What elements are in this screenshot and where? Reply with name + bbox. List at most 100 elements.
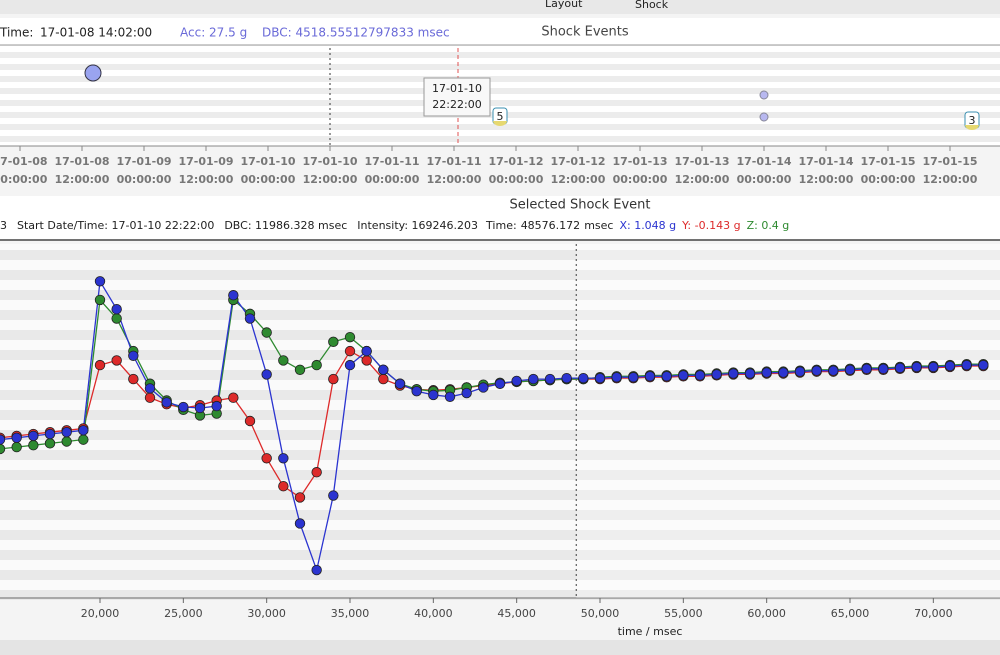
info-item: msec bbox=[584, 219, 613, 232]
data-point bbox=[761, 367, 772, 378]
data-point bbox=[961, 359, 972, 371]
data-point bbox=[311, 359, 322, 371]
date-label: 17-01-10 bbox=[240, 155, 295, 168]
stripe bbox=[0, 550, 1000, 560]
stripe bbox=[0, 390, 1000, 400]
data-point bbox=[111, 313, 122, 324]
date-label: 17-01-15 bbox=[860, 155, 915, 168]
time-label: 12:00:00 bbox=[179, 173, 234, 186]
data-point bbox=[294, 492, 306, 503]
stripe bbox=[0, 490, 1000, 500]
info-item: Z: 0.4 g bbox=[747, 219, 790, 232]
time-label: 12:00:00 bbox=[551, 173, 606, 186]
time-label: 00:00:00 bbox=[613, 173, 668, 186]
data-point bbox=[11, 432, 22, 443]
date-label: 17-01-12 bbox=[550, 155, 605, 168]
time-label: 12:00:00 bbox=[303, 173, 358, 186]
info-row: 3 Start Date/Time: 17-01-10 22:22:00 DBC: … bbox=[0, 219, 789, 232]
x-tick-label: 65,000 bbox=[831, 607, 870, 620]
data-point bbox=[344, 345, 356, 357]
data-point bbox=[494, 378, 506, 389]
data-point bbox=[528, 373, 539, 385]
stripe bbox=[0, 270, 1000, 280]
x-tick-label: 60,000 bbox=[747, 607, 786, 620]
data-point bbox=[511, 375, 522, 387]
badge-count: 3 bbox=[969, 114, 976, 127]
stripe bbox=[0, 52, 1000, 58]
data-point bbox=[711, 369, 722, 380]
data-point bbox=[478, 382, 489, 393]
data-point bbox=[211, 400, 222, 412]
date-label: 17-01-09 bbox=[178, 155, 233, 168]
data-point bbox=[894, 362, 906, 374]
info-item: Y: -0.143 g bbox=[681, 219, 740, 232]
badge-base bbox=[493, 121, 507, 126]
data-point bbox=[594, 372, 606, 384]
time-label: 00:00:00 bbox=[737, 173, 792, 186]
data-point bbox=[878, 363, 889, 375]
data-point bbox=[361, 355, 372, 366]
data-point bbox=[178, 401, 189, 413]
stripe bbox=[0, 290, 1000, 300]
stripe bbox=[0, 370, 1000, 380]
info-item: Intensity: 169246.203 bbox=[357, 219, 478, 232]
stripe bbox=[0, 250, 1000, 260]
data-point bbox=[311, 467, 322, 478]
data-point bbox=[278, 453, 289, 464]
data-point bbox=[44, 438, 56, 449]
data-point bbox=[144, 392, 156, 403]
stripe bbox=[0, 510, 1000, 520]
stripe bbox=[0, 590, 1000, 600]
x-tick-label: 55,000 bbox=[664, 607, 703, 620]
stripe bbox=[0, 450, 1000, 460]
tab-strip bbox=[0, 0, 1000, 14]
stripe bbox=[0, 88, 1000, 94]
data-point bbox=[94, 276, 106, 287]
acc: Acc: 27.5 g bbox=[180, 26, 247, 40]
date-label: 17-01-11 bbox=[364, 155, 419, 168]
stripe bbox=[0, 470, 1000, 480]
date-label: 17-01-12 bbox=[488, 155, 543, 168]
bottom-strip bbox=[0, 640, 1000, 655]
stripe bbox=[0, 570, 1000, 580]
tab[interactable]: Layout bbox=[545, 0, 583, 10]
x-tick-label: 35,000 bbox=[331, 607, 370, 620]
date-label: 17-01-10 bbox=[302, 155, 357, 168]
data-point bbox=[744, 368, 756, 379]
data-point bbox=[928, 361, 939, 373]
data-point bbox=[811, 365, 822, 376]
stripe bbox=[0, 330, 1000, 340]
date-label: 17-01-08 bbox=[0, 155, 48, 168]
data-point bbox=[61, 426, 72, 438]
x-tick-label: 50,000 bbox=[581, 607, 620, 620]
data-point bbox=[328, 336, 339, 348]
data-point bbox=[78, 425, 89, 436]
date-label: 17-01-11 bbox=[426, 155, 481, 168]
event-header bbox=[0, 196, 1000, 240]
data-point bbox=[78, 434, 89, 445]
time-label: 12:00:00 bbox=[55, 173, 110, 186]
dbc: DBC: 4518.55512797833 msec bbox=[262, 26, 450, 40]
x-tick-label: 45,000 bbox=[497, 607, 536, 620]
data-point bbox=[128, 350, 139, 361]
data-point bbox=[428, 389, 439, 401]
info-item: 3 bbox=[0, 219, 7, 232]
data-point bbox=[144, 383, 156, 394]
tab[interactable]: Shock bbox=[635, 0, 669, 11]
timeline: 17-01-08 00:00:00 17-01-08 12:00:00 17-01-09… bbox=[0, 46, 1000, 186]
info-item: DBC: 11986.328 msec bbox=[224, 219, 347, 232]
data-point bbox=[61, 436, 72, 447]
date-label: 17-01-08 bbox=[54, 155, 109, 168]
event-marker bbox=[759, 112, 769, 122]
x-axis-label: time / msec bbox=[618, 625, 683, 638]
time-label: 12:00:00 bbox=[675, 173, 730, 186]
data-point bbox=[444, 391, 456, 402]
tooltip-time: 22:22:00 bbox=[432, 98, 481, 111]
data-point bbox=[944, 360, 956, 372]
data-point bbox=[561, 372, 572, 384]
date-label: 17-01-13 bbox=[674, 155, 729, 168]
stripe bbox=[0, 530, 1000, 540]
data-point bbox=[728, 368, 739, 379]
data-point bbox=[44, 428, 56, 440]
